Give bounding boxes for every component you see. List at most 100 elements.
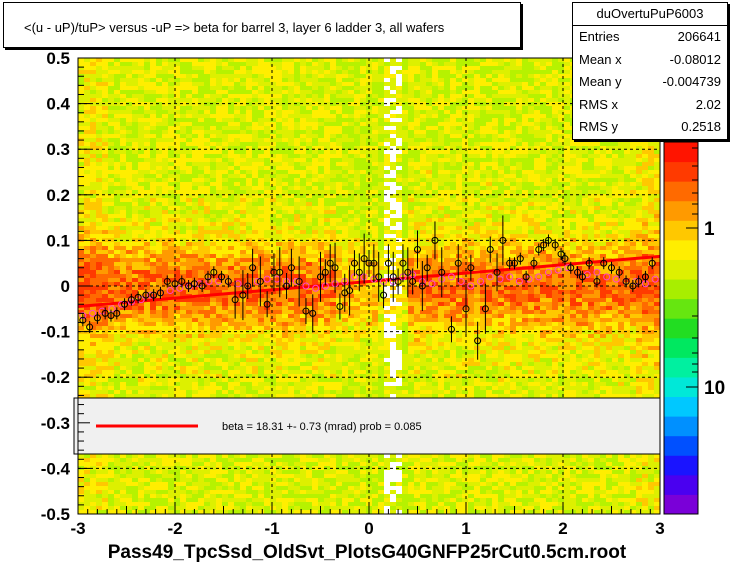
heatmap-cell <box>210 158 216 162</box>
heatmap-cell <box>210 162 216 166</box>
heatmap-cell <box>426 118 432 122</box>
heatmap-cell <box>504 114 510 118</box>
heatmap-cell <box>444 194 450 198</box>
heatmap-cell <box>246 82 252 86</box>
heatmap-cell <box>306 186 312 190</box>
heatmap-cell <box>180 98 186 102</box>
heatmap-cell <box>264 222 270 226</box>
heatmap-cell <box>360 114 366 118</box>
heatmap-cell <box>546 138 552 142</box>
heatmap-cell <box>186 250 192 254</box>
heatmap-cell <box>432 90 438 94</box>
heatmap-cell <box>414 134 420 138</box>
heatmap-cell <box>390 90 396 94</box>
heatmap-cell <box>180 122 186 126</box>
heatmap-cell <box>450 126 456 130</box>
heatmap-cell <box>498 174 504 178</box>
heatmap-cell <box>324 118 330 122</box>
heatmap-cell <box>330 206 336 210</box>
heatmap-cell <box>114 86 120 90</box>
heatmap-cell <box>126 58 132 62</box>
heatmap-cell <box>384 186 390 190</box>
heatmap-cell <box>78 234 84 238</box>
heatmap-cell <box>156 106 162 110</box>
heatmap-cell <box>138 198 144 202</box>
heatmap-cell <box>360 230 366 234</box>
heatmap-cell <box>426 146 432 150</box>
heatmap-cell <box>168 114 174 118</box>
heatmap-cell <box>252 90 258 94</box>
heatmap-cell <box>468 190 474 194</box>
heatmap-cell <box>504 218 510 222</box>
heatmap-cell <box>294 138 300 142</box>
heatmap-cell <box>558 242 564 246</box>
heatmap-cell <box>564 182 570 186</box>
heatmap-cell <box>558 98 564 102</box>
heatmap-cell <box>630 182 636 186</box>
heatmap-cell <box>312 210 318 214</box>
heatmap-cell <box>480 206 486 210</box>
heatmap-cell <box>540 158 546 162</box>
heatmap-cell <box>528 230 534 234</box>
heatmap-cell <box>312 90 318 94</box>
heatmap-cell <box>120 246 126 250</box>
heatmap-cell <box>348 86 354 90</box>
heatmap-cell <box>402 138 408 142</box>
heatmap-cell <box>600 198 606 202</box>
heatmap-cell <box>318 106 324 110</box>
heatmap-cell <box>204 62 210 66</box>
heatmap-cell <box>108 150 114 154</box>
heatmap-cell <box>654 194 660 198</box>
heatmap-cell <box>360 262 366 266</box>
heatmap-cell <box>282 106 288 110</box>
heatmap-cell <box>330 190 336 194</box>
heatmap-cell <box>204 130 210 134</box>
heatmap-cell <box>246 142 252 146</box>
heatmap-cell <box>474 98 480 102</box>
heatmap-cell <box>654 150 660 154</box>
heatmap-cell <box>102 146 108 150</box>
heatmap-cell <box>204 58 210 62</box>
heatmap-cell <box>486 218 492 222</box>
heatmap-cell <box>510 194 516 198</box>
heatmap-cell <box>276 262 282 266</box>
heatmap-cell <box>456 110 462 114</box>
heatmap-cell <box>630 254 636 258</box>
heatmap-cell <box>492 66 498 70</box>
heatmap-cell <box>126 210 132 214</box>
heatmap-cell <box>468 194 474 198</box>
heatmap-cell <box>642 234 648 238</box>
heatmap-cell <box>78 154 84 158</box>
heatmap-cell <box>570 186 576 190</box>
heatmap-cell <box>252 226 258 230</box>
heatmap-cell <box>234 62 240 66</box>
heatmap-cell <box>120 90 126 94</box>
heatmap-cell <box>156 178 162 182</box>
heatmap-cell <box>330 62 336 66</box>
heatmap-cell <box>312 254 318 258</box>
heatmap-cell <box>180 78 186 82</box>
heatmap-cell <box>420 258 426 262</box>
heatmap-cell <box>240 154 246 158</box>
heatmap-cell <box>438 246 444 250</box>
heatmap-cell <box>288 178 294 182</box>
heatmap-cell <box>576 182 582 186</box>
heatmap-cell <box>384 130 390 134</box>
heatmap-cell <box>222 118 228 122</box>
heatmap-cell <box>468 198 474 202</box>
heatmap-cell <box>390 126 396 130</box>
heatmap-cell <box>162 98 168 102</box>
heatmap-cell <box>408 130 414 134</box>
heatmap-cell <box>288 190 294 194</box>
heatmap-cell <box>558 230 564 234</box>
heatmap-cell <box>648 226 654 230</box>
heatmap-cell <box>114 66 120 70</box>
heatmap-cell <box>312 190 318 194</box>
heatmap-cell <box>132 150 138 154</box>
heatmap-cell <box>276 246 282 250</box>
heatmap-cell <box>102 210 108 214</box>
heatmap-cell <box>450 134 456 138</box>
heatmap-cell <box>558 70 564 74</box>
heatmap-cell <box>498 234 504 238</box>
heatmap-cell <box>222 262 228 266</box>
